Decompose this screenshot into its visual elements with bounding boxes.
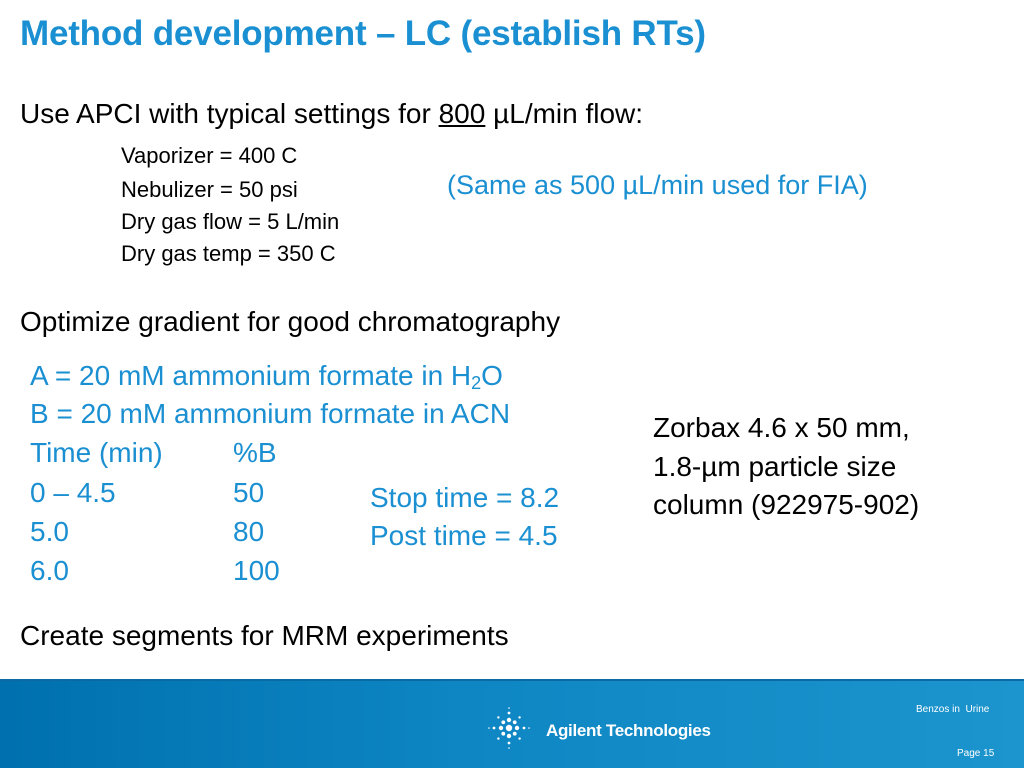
gradient-row-time: 6.0 — [30, 555, 69, 586]
apci-intro-before: Use APCI with typical settings for — [20, 98, 439, 129]
gradient-row-percent-b: 100 — [233, 555, 280, 586]
gradient-row-time: 0 – 4.5 — [30, 477, 116, 508]
company-name: Agilent Technologies — [546, 721, 711, 740]
gradient-header-time: Time (min) — [30, 437, 163, 468]
flow-value: 800 — [438, 98, 486, 129]
gradient-heading: Optimize gradient for good chromatograph… — [20, 306, 561, 337]
apci-setting-vaporizer: Vaporizer = 400 C — [121, 143, 298, 168]
gradient-table-header: Time (min) %B — [30, 437, 350, 473]
gradient-table-row: 6.0 100 — [30, 555, 350, 591]
agilent-spark-icon — [488, 707, 530, 749]
page-number: Page 15 — [957, 748, 995, 759]
mobile-phase-a-subscript: 2 — [471, 373, 482, 393]
gradient-row-time: 5.0 — [30, 516, 69, 547]
mobile-phase-a: A = 20 mM ammonium formate in H2O — [30, 360, 503, 392]
mobile-phase-a-text: A = 20 mM ammonium formate in H — [30, 360, 472, 391]
gradient-header-percent-b: %B — [233, 437, 277, 468]
segments-line: Create segments for MRM experiments — [20, 620, 509, 651]
apci-setting-nebulizer: Nebulizer = 50 psi — [121, 177, 298, 202]
column-info-line: 1.8-µm particle size — [653, 451, 897, 482]
mobile-phase-a-suffix: O — [481, 360, 503, 391]
apci-intro: Use APCI with typical settings for 800 µ… — [20, 98, 643, 130]
gradient-row-percent-b: 50 — [233, 477, 265, 508]
apci-setting-dry-gas-flow: Dry gas flow = 5 L/min — [121, 209, 340, 234]
mobile-phase-b: B = 20 mM ammonium formate in ACN — [30, 398, 511, 429]
gradient-table-row: 0 – 4.5 50 — [30, 477, 350, 513]
fia-note: (Same as 500 µL/min used for FIA) — [447, 170, 868, 200]
column-info-line: column (922975-902) — [653, 489, 920, 520]
column-info-line: Zorbax 4.6 x 50 mm, — [653, 412, 910, 443]
post-time: Post time = 4.5 — [370, 520, 558, 551]
gradient-table-row: 5.0 80 — [30, 516, 350, 552]
stop-time: Stop time = 8.2 — [370, 482, 560, 513]
slide-title: Method development – LC (establish RTs) — [20, 14, 706, 53]
deck-subject: Benzos in Urine — [916, 704, 990, 715]
gradient-row-percent-b: 80 — [233, 516, 265, 547]
apci-setting-dry-gas-temp: Dry gas temp = 350 C — [121, 241, 336, 266]
footer-band: Agilent Technologies Benzos in Urine Pag… — [0, 679, 1024, 768]
apci-intro-after: µL/min flow: — [485, 98, 644, 129]
